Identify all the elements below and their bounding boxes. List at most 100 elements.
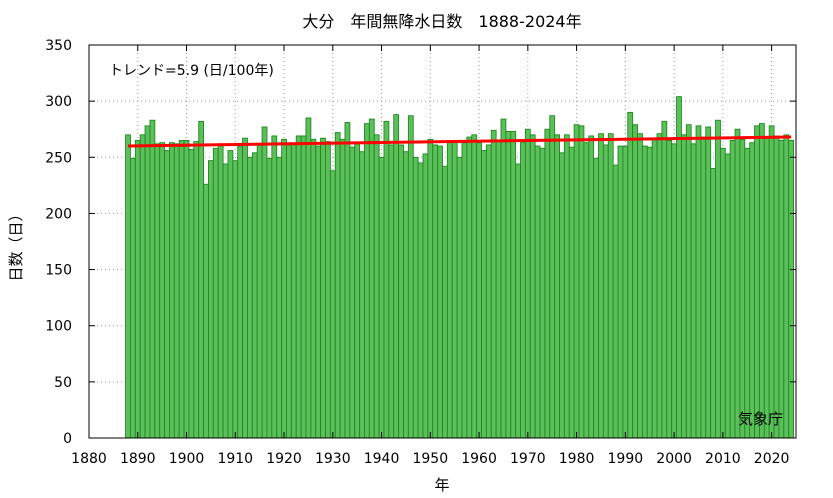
bar: [627, 111, 634, 439]
bar: [388, 144, 395, 439]
bar: [593, 157, 599, 439]
bar: [715, 119, 721, 439]
y-tick-label: 150: [45, 263, 72, 279]
bar: [685, 124, 692, 439]
bar: [690, 143, 697, 439]
bar: [437, 145, 443, 439]
bar: [183, 139, 190, 439]
bar: [247, 156, 253, 439]
y-tick-label: 50: [54, 375, 72, 391]
y-tick-label: 350: [45, 38, 72, 54]
bar: [164, 150, 170, 439]
bar: [520, 142, 526, 439]
bar: [149, 119, 156, 439]
bar: [749, 142, 756, 439]
bar: [446, 141, 453, 439]
x-tick-label: 2020: [754, 451, 790, 467]
bar: [783, 134, 790, 439]
bar: [373, 134, 380, 439]
bar: [758, 123, 765, 439]
x-tick-label: 1880: [71, 451, 107, 467]
bar: [676, 96, 682, 439]
bar: [515, 163, 521, 439]
x-tick-label: 1960: [461, 451, 497, 467]
bar: [198, 120, 205, 439]
bar: [700, 136, 707, 439]
bar: [212, 147, 219, 439]
x-tick-label: 1990: [608, 451, 644, 467]
y-tick-label: 100: [45, 319, 72, 335]
trend-line-path: [127, 135, 792, 148]
credit-label: 気象庁: [738, 410, 783, 428]
bar: [129, 157, 136, 439]
bar: [173, 143, 180, 439]
bar: [203, 183, 209, 439]
bar: [320, 137, 326, 439]
bar: [398, 144, 404, 439]
bar: [354, 143, 361, 439]
bar: [300, 135, 307, 439]
bar: [412, 156, 419, 439]
bar: [607, 133, 614, 439]
bar: [573, 124, 580, 439]
bar: [208, 160, 214, 439]
bar: [237, 145, 244, 439]
bar: [710, 168, 716, 439]
x-tick-label: 1980: [559, 451, 595, 467]
bar: [602, 144, 609, 439]
bar: [232, 160, 239, 439]
bar: [500, 118, 507, 439]
bar: [583, 142, 590, 439]
bar: [461, 142, 468, 439]
bar: [656, 133, 663, 439]
bar: [719, 147, 726, 439]
bar: [188, 148, 195, 439]
bar: [403, 151, 409, 439]
bar: [349, 146, 356, 439]
bar: [329, 170, 336, 439]
bar: [773, 135, 780, 439]
bar: [315, 145, 322, 439]
bar: [383, 120, 390, 439]
bar: [271, 135, 278, 439]
bar: [290, 143, 297, 439]
bar: [266, 157, 273, 439]
x-axis-label: 年: [434, 476, 449, 494]
trend-line: [127, 135, 792, 148]
trend-annotation: トレンド=5.9 (日/100年): [109, 63, 274, 79]
bar: [529, 134, 536, 439]
bar: [417, 162, 424, 439]
bar: [510, 131, 517, 439]
bar: [505, 131, 512, 439]
y-tick-label: 200: [45, 206, 72, 222]
bar: [598, 133, 604, 439]
y-tick-label: 300: [45, 94, 72, 110]
x-tick-label: 2010: [705, 451, 741, 467]
bar: [788, 139, 795, 439]
bar: [481, 150, 487, 439]
bar: [295, 135, 302, 439]
x-tick-label: 2000: [656, 451, 692, 467]
bar: [559, 152, 565, 439]
bar: [276, 156, 283, 439]
y-tick-label: 0: [63, 431, 72, 447]
bar: [622, 145, 629, 439]
bar: [427, 138, 434, 439]
bar: [334, 132, 341, 439]
bar: [286, 144, 292, 439]
bar: [705, 126, 712, 439]
bar: [490, 129, 497, 439]
bar: [632, 124, 638, 439]
bar: [754, 125, 760, 439]
bar: [495, 139, 502, 439]
bar: [193, 141, 200, 439]
bar: [695, 125, 702, 439]
bar: [344, 122, 351, 439]
bar: [432, 144, 439, 439]
bar: [641, 145, 648, 439]
bar: [305, 117, 312, 439]
x-tick-label: 1890: [120, 451, 156, 467]
bar: [154, 143, 161, 439]
x-tick-label: 1930: [315, 451, 351, 467]
